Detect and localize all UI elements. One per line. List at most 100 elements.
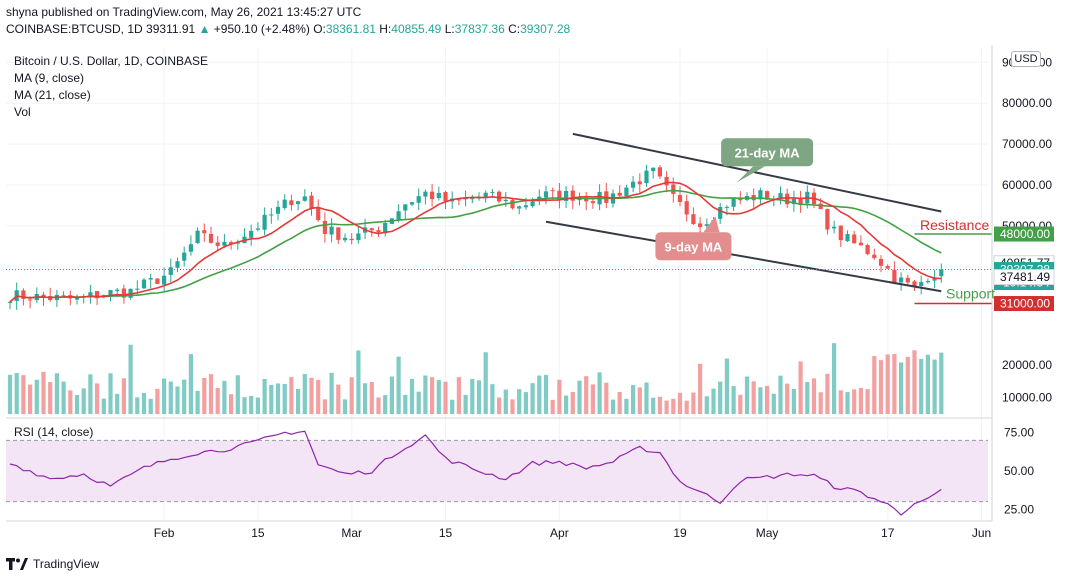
candle-body xyxy=(309,195,314,209)
support-label: Support xyxy=(946,286,995,302)
rsi-line xyxy=(9,430,942,516)
volume-bar xyxy=(269,384,274,414)
footer: TradingView xyxy=(6,557,99,571)
volume-bar xyxy=(838,390,843,414)
ma21-callout-text: 21-day MA xyxy=(735,145,801,160)
candle-body xyxy=(785,193,790,205)
volume-bar xyxy=(302,374,307,414)
candle-body xyxy=(543,191,549,198)
volume-bar xyxy=(262,378,267,414)
currency-button[interactable]: USD xyxy=(1011,51,1041,67)
volume-bar xyxy=(624,398,629,414)
volume-bar xyxy=(530,383,535,414)
candle-body xyxy=(302,196,307,201)
volume-bar xyxy=(791,389,796,414)
candle-body xyxy=(249,230,254,238)
candle-body xyxy=(758,190,763,200)
candle-body xyxy=(168,267,173,275)
volume-bar xyxy=(899,362,904,414)
volume-bar xyxy=(54,373,59,414)
candle-body xyxy=(698,223,703,228)
volume-bar xyxy=(604,382,609,414)
volume-bar xyxy=(691,392,696,414)
volume-bar xyxy=(744,376,750,414)
candle-body xyxy=(497,191,502,202)
candle-body xyxy=(282,199,287,209)
time-tick-label: Mar xyxy=(341,526,362,540)
resistance-label: Resistance xyxy=(920,217,989,233)
volume-bar xyxy=(523,392,528,414)
candle-body xyxy=(430,191,435,200)
candle-body xyxy=(115,289,120,291)
candle-body xyxy=(530,201,535,207)
candle-body xyxy=(523,205,528,208)
price-label-text: 37481.49 xyxy=(1000,270,1050,284)
volume-bar xyxy=(443,381,448,414)
volume-bar xyxy=(182,379,187,414)
price-tick-label: 80000.00 xyxy=(1002,96,1052,110)
volume-bar xyxy=(430,377,435,414)
candle-body xyxy=(765,191,770,200)
time-tick-label: Feb xyxy=(154,526,175,540)
ma9-line xyxy=(9,181,942,303)
candle-body xyxy=(369,228,374,231)
volume-bar xyxy=(188,354,193,414)
candle-body xyxy=(135,288,140,290)
volume-bars xyxy=(7,343,944,414)
candle-body xyxy=(872,254,877,259)
candle-body xyxy=(798,197,803,205)
candle-body xyxy=(349,238,354,241)
rsi-tick-label: 50.00 xyxy=(1004,464,1034,478)
volume-bar xyxy=(289,377,294,414)
volume-bar xyxy=(631,385,636,414)
candle-body xyxy=(470,198,475,200)
rsi-tick-label: 25.00 xyxy=(1004,502,1034,516)
candle-body xyxy=(691,214,696,225)
volume-bar xyxy=(557,379,562,414)
volume-bar xyxy=(637,387,642,414)
time-tick-label: 15 xyxy=(251,526,265,540)
time-tick-label: 15 xyxy=(439,526,453,540)
volume-bar xyxy=(34,379,39,414)
volume-bar xyxy=(798,361,803,414)
ma9-callout-text: 9-day MA xyxy=(665,239,723,254)
tradingview-logo-icon xyxy=(6,557,28,570)
candle-body xyxy=(423,191,428,197)
legend-vol: Vol xyxy=(14,105,31,119)
candle-body xyxy=(396,211,401,220)
volume-bar xyxy=(610,399,616,414)
price-label-box xyxy=(993,269,1055,286)
volume-bar xyxy=(21,375,26,414)
candle-body xyxy=(677,195,683,202)
candle-body xyxy=(684,201,689,215)
ohlc-bar: COINBASE:BTCUSD, 1D 39311.91 ▲ +950.10 (… xyxy=(6,22,570,36)
candle-body xyxy=(463,198,468,200)
volume-bar xyxy=(878,360,884,414)
volume-bar xyxy=(510,399,515,414)
candle-body xyxy=(617,192,622,196)
candle-body xyxy=(175,261,180,268)
legend-ma21: MA (21, close) xyxy=(14,88,91,102)
candle-body xyxy=(899,277,904,283)
open-value: 38361.81 xyxy=(325,22,376,36)
volume-bar xyxy=(282,383,287,414)
candle-body xyxy=(403,204,408,211)
volume-bar xyxy=(155,388,160,414)
volume-bar xyxy=(577,380,582,414)
volume-bar xyxy=(208,374,214,414)
volume-bar xyxy=(255,397,260,414)
volume-bar xyxy=(68,390,73,414)
candle-body xyxy=(316,207,321,221)
candle-body xyxy=(255,228,260,230)
candle-body xyxy=(95,291,100,299)
volume-bar xyxy=(684,400,689,414)
volume-tick-label: 20000.00 xyxy=(1002,358,1052,372)
candle-body xyxy=(825,208,830,230)
volume-bar xyxy=(101,398,106,414)
trendlines xyxy=(6,132,992,305)
volume-bar xyxy=(490,384,495,414)
volume-bar xyxy=(41,371,46,414)
rsi-band xyxy=(6,439,988,503)
volume-bar xyxy=(858,387,863,414)
